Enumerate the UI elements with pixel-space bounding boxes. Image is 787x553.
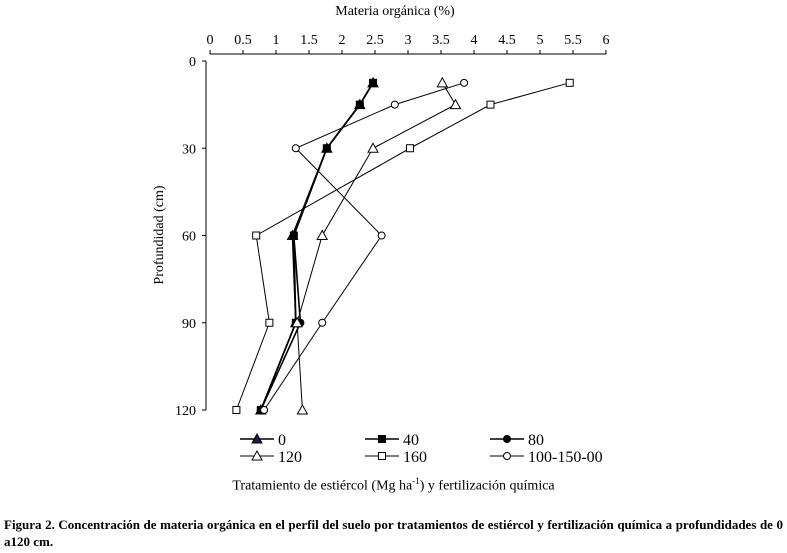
legend-item-120: 120 <box>240 449 302 466</box>
series-line <box>260 82 374 411</box>
data-point <box>260 406 269 414</box>
legend-marker <box>251 449 263 461</box>
x-tick-label: 5.5 <box>564 33 582 48</box>
series-80 <box>256 78 378 414</box>
x-tick-label: 5 <box>537 33 544 48</box>
x-tick-label: 6 <box>603 33 610 48</box>
data-point <box>390 100 399 109</box>
x-tick-label: 1.5 <box>300 33 318 48</box>
data-point <box>367 142 379 153</box>
data-point <box>405 144 414 153</box>
legend-label: 100-150-00 <box>528 449 603 466</box>
legend-title: Tratamiento de estiércol (Mg ha-1) y fer… <box>0 476 787 495</box>
legend-marker <box>378 452 386 460</box>
x-tick-label: 4.5 <box>498 33 516 48</box>
data-point <box>565 78 574 87</box>
data-point <box>291 316 303 328</box>
legend-item-160: 160 <box>365 449 427 466</box>
x-tick-label: 2.5 <box>366 33 384 48</box>
y-axis: 0 30 60 90 120 <box>175 55 207 419</box>
data-point <box>369 78 378 87</box>
legend-label: 0 <box>278 432 286 449</box>
data-point <box>486 100 495 109</box>
data-point <box>296 403 309 415</box>
data-point <box>449 98 462 110</box>
legend-item-80: 80 <box>490 432 544 449</box>
data-point <box>265 318 274 327</box>
x-tick-label: 3.5 <box>432 33 450 48</box>
legend-label: 80 <box>528 432 544 449</box>
legend-marker <box>251 432 263 444</box>
x-tick-label: 1 <box>273 33 280 48</box>
data-point <box>289 231 298 240</box>
legend-label: 40 <box>403 432 419 449</box>
y-tick-label: 60 <box>182 230 196 245</box>
legend-label: 120 <box>278 449 302 466</box>
x-axis: 0 0.5 1 1.5 2 2.5 3 3.5 4 4.5 5 5.5 6 <box>207 33 610 55</box>
legend-item-100-150-00: 100-150-00 <box>490 449 603 466</box>
legend: 0 40 80 120 160 100-150-00 <box>240 432 603 466</box>
legend-marker <box>378 435 386 443</box>
series-line <box>235 82 570 411</box>
series-40 <box>256 78 378 414</box>
data-point <box>460 78 469 87</box>
y-tick-label: 90 <box>182 317 196 332</box>
legend-marker <box>503 435 511 443</box>
series-line <box>263 82 465 411</box>
x-tick-label: 0.5 <box>234 33 252 48</box>
y-axis-title: Profundidad (cm) <box>152 185 167 284</box>
series-160 <box>232 78 574 414</box>
y-tick-label: 0 <box>189 55 196 70</box>
data-point <box>318 318 327 327</box>
y-tick-label: 30 <box>182 142 196 157</box>
x-tick-label: 0 <box>207 33 214 48</box>
x-tick-label: 3 <box>405 33 412 48</box>
legend-label: 160 <box>403 449 427 466</box>
series-line <box>260 82 374 411</box>
data-point <box>316 229 329 240</box>
legend-item-0: 0 <box>240 432 286 449</box>
chart: Materia orgánica (%) 0 0.5 1 1.5 2 2.5 3 3.5 4 4.… <box>152 4 610 466</box>
data-point <box>355 100 364 109</box>
series-0 <box>254 76 379 415</box>
series-120 <box>291 76 462 415</box>
legend-title-sup: -1 <box>412 476 420 486</box>
legend-item-40: 40 <box>365 432 419 449</box>
y-tick-label: 120 <box>175 404 196 419</box>
legend-title-main: Tratamiento de estiércol (Mg ha <box>232 478 413 494</box>
series-line <box>296 82 457 411</box>
data-point <box>232 406 241 414</box>
legend-title-tail: ) y fertilización química <box>419 478 555 494</box>
series-100-150-00 <box>260 78 469 414</box>
figure-caption: Figura 2. Concentración de materia orgán… <box>4 517 783 549</box>
data-point <box>291 144 300 153</box>
x-axis-title: Materia orgánica (%) <box>335 4 455 19</box>
series-line <box>260 82 374 411</box>
plot-area <box>232 76 574 415</box>
data-point <box>377 231 386 240</box>
data-point <box>436 76 449 88</box>
data-point <box>252 231 261 240</box>
legend-marker <box>503 452 511 460</box>
x-tick-label: 2 <box>339 33 346 48</box>
x-tick-label: 4 <box>471 33 478 48</box>
data-point <box>322 144 331 153</box>
